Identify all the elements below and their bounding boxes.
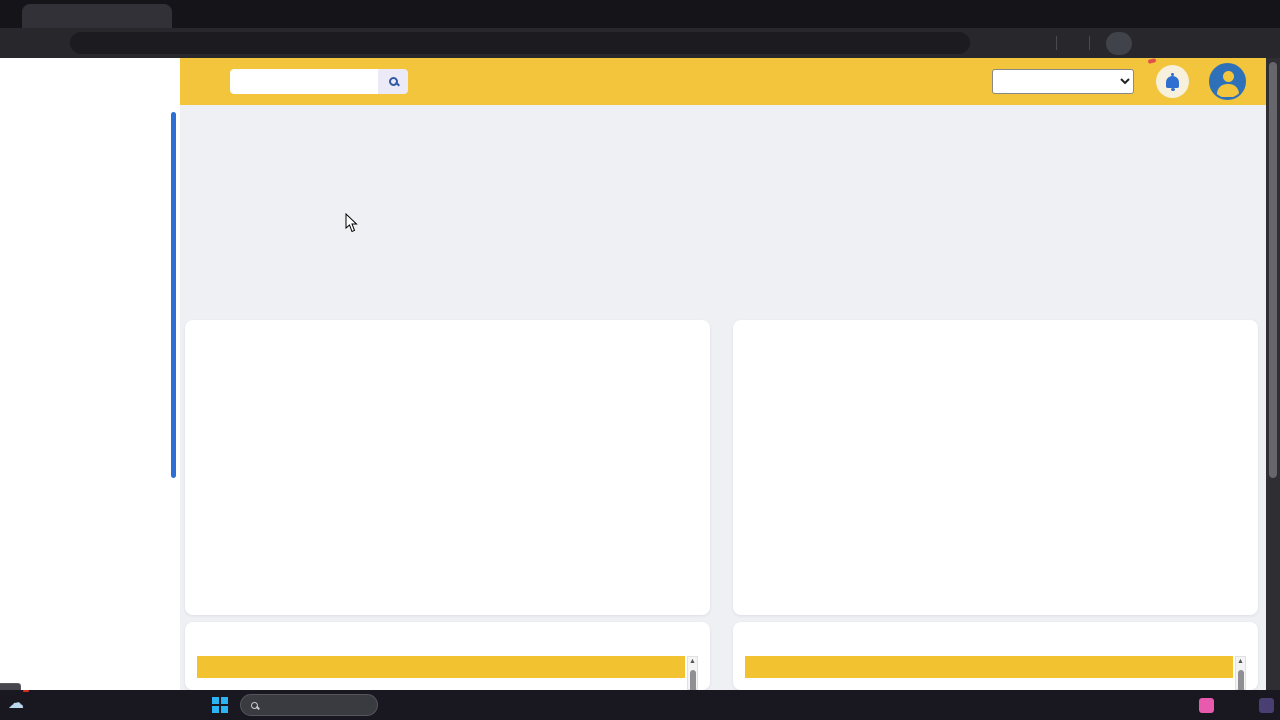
app-logo[interactable] [0, 58, 180, 70]
admission-chart-canvas [745, 392, 1239, 615]
toolbar-divider [1089, 36, 1090, 50]
taskbar-weather[interactable]: ☁ [8, 690, 31, 713]
start-button[interactable] [212, 697, 228, 713]
followup-table: ▲ [745, 656, 1246, 690]
incognito-badge [1106, 31, 1132, 55]
status-url-tooltip [0, 683, 21, 690]
notifications-button[interactable] [1147, 58, 1189, 98]
bell-icon [1166, 72, 1179, 91]
admission-report-panel [733, 320, 1258, 615]
tray-app-icon[interactable] [1199, 697, 1214, 713]
admission-chart-area [745, 392, 1248, 615]
followup-list-panel: ▲ [733, 622, 1258, 690]
system-tray [1190, 690, 1274, 720]
taskbar: ☁ [0, 690, 1280, 720]
app-topbar [180, 58, 1280, 105]
toolbar-divider [1056, 36, 1057, 50]
table-scrollbar[interactable]: ▲ [687, 656, 698, 690]
table-scrollbar[interactable]: ▲ [1235, 656, 1246, 690]
collection-y-axis [197, 374, 237, 615]
browser-tab[interactable] [22, 4, 172, 28]
user-avatar[interactable] [1209, 63, 1246, 100]
enquiry-table: ▲ [197, 656, 698, 690]
collection-chart-area [197, 374, 700, 615]
page-scrollbar-thumb[interactable] [1269, 62, 1277, 478]
search-icon [388, 77, 398, 86]
recorder-tray-icon[interactable] [1259, 697, 1274, 713]
collection-report-panel [185, 320, 710, 615]
app-search [230, 69, 408, 94]
admission-y-axis [745, 392, 763, 615]
search-button[interactable] [378, 69, 408, 94]
browser-tabstrip [0, 0, 1280, 28]
notification-badge [1147, 58, 1157, 64]
taskbar-search[interactable] [240, 694, 378, 716]
page-scrollbar[interactable] [1266, 58, 1280, 690]
search-input[interactable] [230, 69, 378, 94]
enquiry-list-panel: ▲ [185, 622, 710, 690]
sidebar-scrollbar-thumb[interactable] [171, 112, 176, 478]
sidebar [0, 58, 180, 690]
browser-toolbar [0, 28, 1280, 58]
collection-chart-canvas [197, 374, 691, 615]
language-select[interactable] [992, 69, 1134, 94]
search-icon [251, 701, 258, 709]
weather-badge [23, 690, 29, 692]
cloud-icon: ☁ [8, 690, 29, 713]
mouse-cursor [345, 212, 359, 238]
address-bar[interactable] [70, 32, 970, 54]
